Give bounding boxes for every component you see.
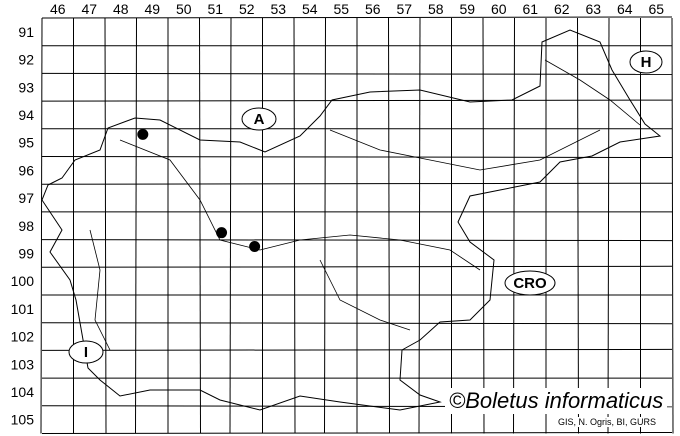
row-label: 104 — [11, 384, 35, 400]
grid-line-vertical — [513, 17, 515, 434]
column-label: 55 — [333, 1, 349, 17]
country-label-oval — [241, 107, 277, 131]
column-label: 58 — [428, 1, 444, 17]
column-label: 46 — [50, 1, 66, 17]
column-label: 64 — [617, 1, 633, 17]
column-label: 59 — [459, 1, 475, 17]
column-label: 50 — [176, 1, 192, 17]
grid-line-horizontal — [41, 16, 673, 19]
grid-line-vertical — [229, 17, 232, 434]
row-label: 95 — [18, 135, 34, 151]
row-label: 105 — [11, 412, 35, 428]
row-label: 100 — [11, 273, 35, 289]
row-label: 102 — [11, 329, 35, 345]
row-label: 91 — [18, 24, 34, 40]
row-label: 93 — [18, 79, 34, 95]
grid-line-horizontal — [41, 72, 673, 75]
grid-line-horizontal — [41, 265, 673, 268]
grid-line-vertical — [199, 17, 201, 434]
rivers — [89, 59, 641, 351]
column-label: 60 — [491, 1, 507, 17]
grid-line-horizontal — [41, 432, 673, 434]
column-label: 47 — [81, 1, 97, 17]
record-dot — [137, 128, 149, 140]
column-label: 65 — [648, 1, 664, 17]
grid — [40, 16, 674, 434]
record-dots — [137, 128, 261, 253]
column-label: 48 — [113, 1, 129, 17]
grid-line-vertical — [40, 17, 43, 434]
row-label: 92 — [18, 52, 34, 68]
record-dot — [249, 241, 261, 253]
river — [119, 139, 481, 271]
column-label: 51 — [207, 1, 223, 17]
copyright-text: ©Boletus informaticus — [445, 388, 668, 414]
country-label-croatia: CRO — [513, 275, 547, 292]
river — [89, 229, 111, 351]
row-label: 94 — [18, 107, 34, 123]
country-label-italy: I — [84, 344, 88, 361]
column-label: 61 — [522, 1, 538, 17]
record-dot — [216, 227, 228, 239]
column-label: 49 — [144, 1, 160, 17]
grid-line-vertical — [388, 17, 390, 434]
grid-line-vertical — [607, 17, 610, 434]
grid-line-vertical — [577, 17, 579, 434]
column-label: 53 — [270, 1, 286, 17]
column-label: 54 — [302, 1, 318, 17]
grid-line-horizontal — [41, 348, 673, 351]
grid-line-horizontal — [41, 182, 673, 185]
column-label: 56 — [365, 1, 381, 17]
grid-line-vertical — [324, 17, 326, 434]
grid-line-vertical — [482, 17, 485, 434]
country-border — [41, 29, 662, 411]
row-label: 97 — [18, 190, 34, 206]
column-label: 63 — [585, 1, 601, 17]
grid-line-horizontal — [41, 322, 673, 325]
grid-line-vertical — [418, 17, 421, 434]
row-label: 101 — [11, 301, 35, 317]
grid-line-horizontal — [41, 99, 673, 102]
country-label-austria: A — [254, 111, 265, 128]
country-label-oval — [629, 50, 663, 74]
credit-text: GIS, N. Ogris, BI, GURS — [556, 417, 659, 427]
grid-line-horizontal — [41, 239, 673, 242]
grid-labels: 46 47 48 49 50 51 52 53 54 55 56 57 58 59 60 61 62 63 64 65… — [11, 1, 665, 428]
grid-line-vertical — [671, 17, 674, 434]
country-label-oval — [504, 270, 556, 296]
row-label: 103 — [11, 356, 35, 372]
river — [544, 59, 641, 126]
country-label-hungary: H — [641, 54, 652, 71]
row-label: 99 — [18, 245, 34, 261]
grid-line-horizontal — [41, 156, 673, 158]
river — [319, 259, 411, 331]
country-label-oval — [68, 340, 104, 364]
river — [329, 129, 601, 171]
column-label: 57 — [396, 1, 412, 17]
row-label: 98 — [18, 218, 34, 234]
grid-line-vertical — [293, 17, 296, 434]
row-label: 96 — [18, 162, 34, 178]
grid-line-vertical — [135, 17, 137, 434]
column-label: 62 — [554, 1, 570, 17]
column-label: 52 — [239, 1, 255, 17]
grid-line-vertical — [104, 17, 107, 434]
country-labels: A H CRO I — [68, 50, 663, 364]
